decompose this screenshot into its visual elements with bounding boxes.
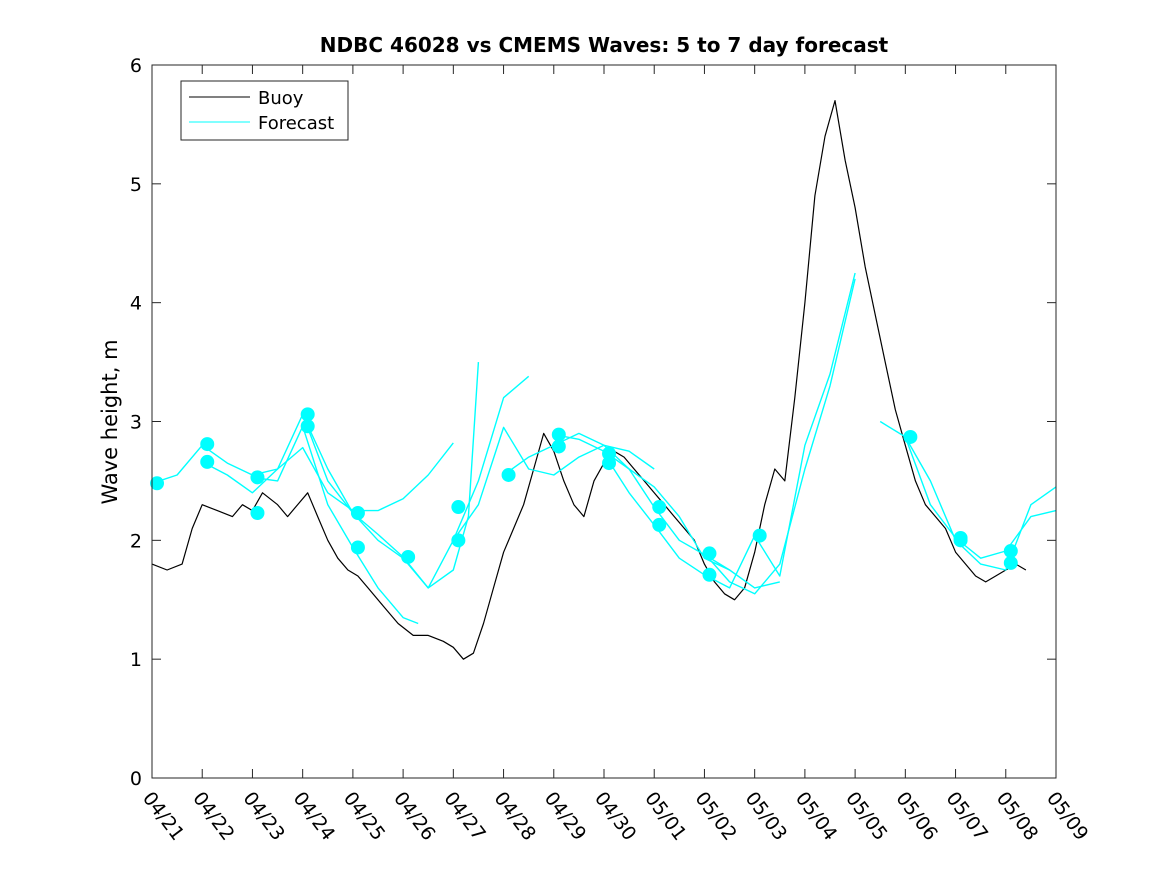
y-tick-label: 1 xyxy=(130,649,142,671)
legend: Buoy Forecast xyxy=(180,80,349,141)
forecast-marker xyxy=(350,506,365,521)
forecast-marker xyxy=(350,540,365,555)
forecast-marker xyxy=(250,470,265,485)
legend-label-buoy: Buoy xyxy=(258,88,304,109)
forecast-marker xyxy=(300,407,315,422)
series-line-forecast-10 xyxy=(879,420,1057,571)
forecast-marker xyxy=(652,517,667,532)
series-line-forecast-8 xyxy=(603,272,856,589)
forecast-marker xyxy=(300,419,315,434)
forecast-marker xyxy=(1003,544,1018,559)
y-tick-label: 5 xyxy=(130,174,142,196)
legend-label-forecast: Forecast xyxy=(258,113,334,134)
forecast-marker xyxy=(702,546,717,561)
y-axis-label: Wave height, m xyxy=(98,339,122,504)
forecast-marker xyxy=(200,437,215,452)
series-line-forecast-7 xyxy=(553,433,780,589)
y-tick-label: 6 xyxy=(130,55,142,77)
forecast-marker xyxy=(200,454,215,469)
y-tick-label: 4 xyxy=(130,293,142,315)
forecast-marker xyxy=(752,528,767,543)
series-line-forecast-6 xyxy=(503,432,730,571)
series-line-forecast-3 xyxy=(252,425,419,625)
legend-box xyxy=(180,80,349,141)
marker-layer xyxy=(150,407,1018,582)
y-tick-label: 3 xyxy=(130,412,142,434)
chart-title: NDBC 46028 vs CMEMS Waves: 5 to 7 day fo… xyxy=(320,33,889,57)
y-axis: 0 1 2 3 4 5 6 xyxy=(130,55,1056,790)
forecast-marker xyxy=(551,427,566,442)
axes-background xyxy=(152,65,1056,778)
forecast-marker xyxy=(401,549,416,564)
forecast-marker xyxy=(551,439,566,454)
forecast-marker xyxy=(451,533,466,548)
series-line-forecast-11 xyxy=(904,436,1057,559)
forecast-marker xyxy=(451,500,466,515)
forecast-marker xyxy=(702,567,717,582)
forecast-marker xyxy=(602,456,617,471)
y-tick-label: 2 xyxy=(130,530,142,552)
forecast-marker xyxy=(501,467,516,482)
series-line-forecast-4 xyxy=(302,375,530,589)
series-line-forecast-9 xyxy=(703,278,856,595)
forecast-marker xyxy=(1003,555,1018,570)
forecast-marker xyxy=(250,506,265,521)
series-line-forecast-5 xyxy=(452,426,655,541)
forecast-marker xyxy=(652,500,667,515)
axes-box xyxy=(151,64,1057,779)
forecast-marker xyxy=(903,429,918,444)
forecast-marker xyxy=(150,476,165,491)
forecast-marker xyxy=(953,533,968,548)
y-tick-label: 0 xyxy=(130,768,142,790)
